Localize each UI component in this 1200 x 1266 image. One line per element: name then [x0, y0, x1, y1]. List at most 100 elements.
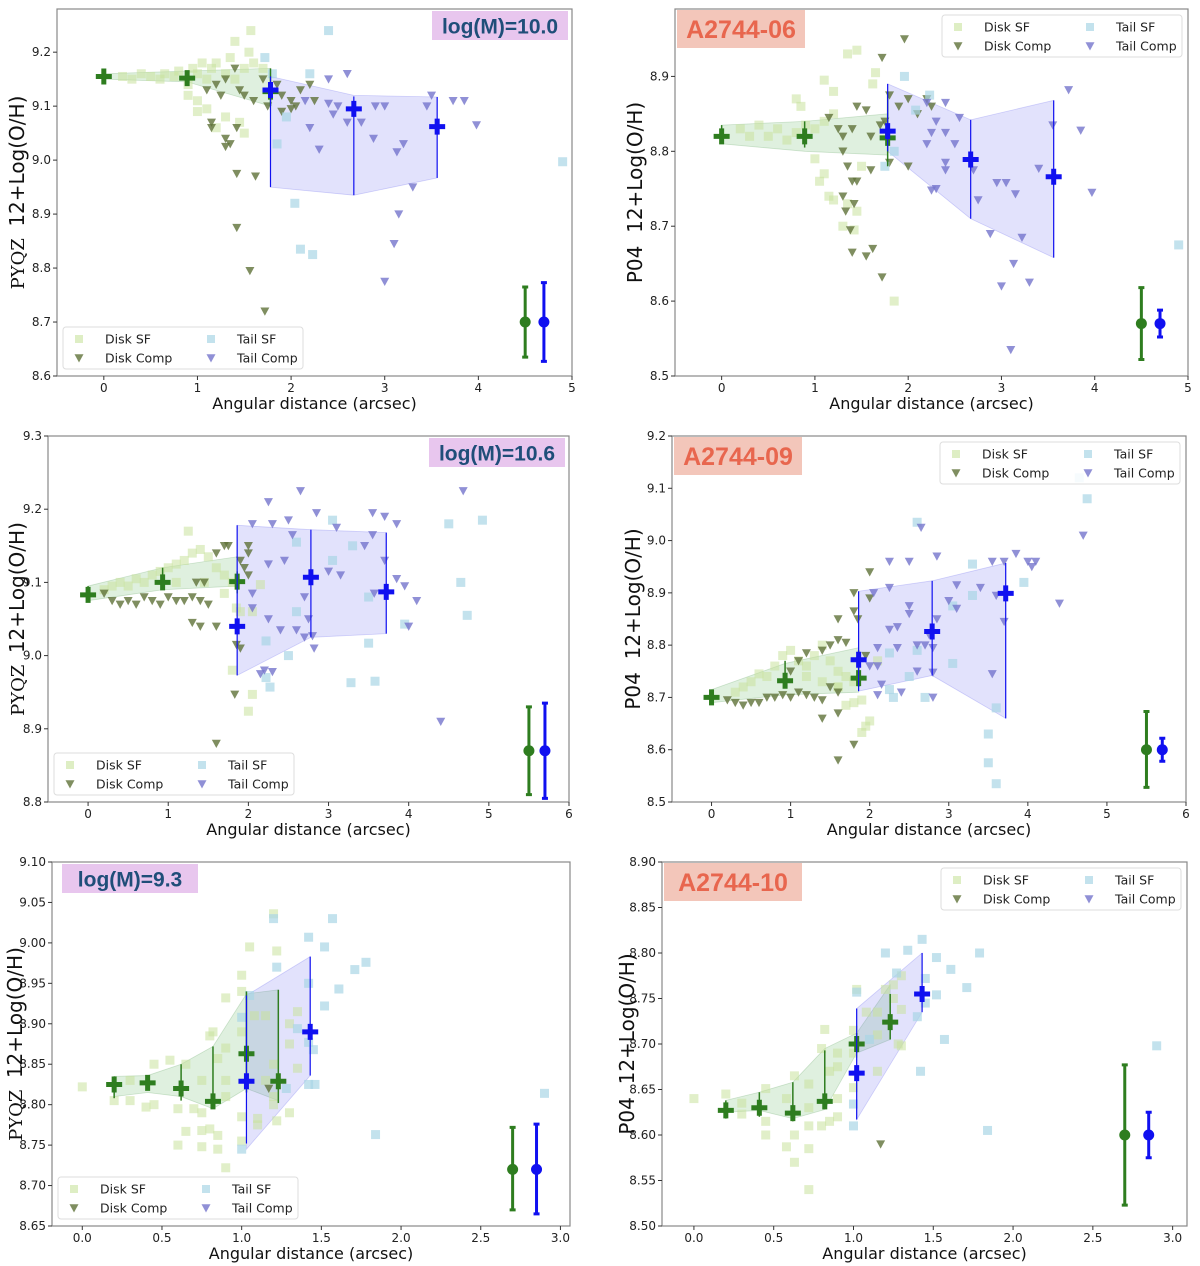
disk-sf-point — [230, 36, 240, 46]
legend-disk-comp-icon — [953, 42, 963, 51]
disk-sf-point — [211, 58, 221, 68]
disk-sf-point — [146, 71, 156, 81]
y-tick-label: 8.90 — [629, 855, 656, 869]
tail-bin-median — [345, 100, 362, 117]
tail-comp-point — [1064, 86, 1074, 95]
disk-bin-median — [154, 574, 171, 591]
tail-comp-point — [1076, 126, 1086, 135]
disk-comp-point — [770, 693, 780, 702]
tail-comp-point — [400, 582, 410, 591]
disk-comp-point — [211, 80, 221, 90]
disk-sf-point — [810, 154, 820, 164]
disk-comp-point — [232, 223, 242, 233]
tail-comp-point — [291, 626, 301, 635]
disk-sf-point — [269, 1092, 279, 1102]
disk-sf-point — [197, 1075, 207, 1085]
disk-bin-median — [173, 1080, 190, 1097]
tail-sf-point — [948, 658, 958, 668]
tail-comp-point — [404, 622, 414, 631]
x-tick-label: 3 — [945, 807, 953, 821]
y-tick-label: 8.75 — [629, 992, 656, 1006]
tail-sf-point — [920, 973, 930, 983]
tail-comp-point — [873, 691, 883, 700]
disk-sf-point — [888, 980, 898, 990]
x-axis-label: Angular distance (arcsec) — [206, 820, 410, 839]
tail-comp-point — [1001, 179, 1011, 188]
disk-comp-point — [847, 125, 857, 134]
disk-sf-point — [873, 656, 883, 666]
disk-comp-point — [841, 638, 851, 648]
disk-sf-point — [211, 563, 221, 573]
disk-sf-point — [833, 682, 843, 692]
disk-sf-point — [761, 1130, 771, 1140]
disk-comp-point — [754, 698, 764, 708]
disk-sf-point — [202, 104, 212, 114]
tail-sf-point — [328, 914, 338, 924]
tail-comp-point — [422, 102, 432, 111]
disk-sf-point — [221, 993, 231, 1003]
tail-sf-point — [346, 678, 356, 688]
disk-comp-point — [825, 641, 835, 650]
disk-comp-point — [746, 698, 756, 708]
tail-comp-point — [408, 183, 418, 192]
legend-disk-sf-icon — [70, 1185, 78, 1193]
tail-comp-point — [398, 140, 408, 149]
disk-sf-point — [761, 1116, 771, 1126]
y-axis-label: P04 12+Log(O/H) — [621, 528, 645, 709]
tail-comp-point — [309, 644, 319, 653]
disk-sf-point — [857, 695, 867, 705]
tail-typical-error-point — [539, 745, 551, 757]
tail-sf-point — [917, 934, 927, 944]
disk-comp-point — [230, 64, 240, 73]
y-axis-label-text: 12+Log(O/H) — [5, 96, 29, 227]
disk-sf-point — [211, 123, 221, 133]
disk-typical-error-point — [523, 745, 535, 757]
disk-sf-point — [817, 677, 827, 687]
disk-sf-point — [235, 117, 245, 127]
y-tick-label: 8.60 — [629, 1128, 656, 1142]
disk-sf-point — [817, 1044, 827, 1054]
disk-comp-point — [235, 86, 245, 95]
disk-sf-point — [258, 63, 268, 73]
disk-typical-error-point — [1140, 744, 1152, 756]
disk-comp-point — [801, 649, 811, 658]
tail-comp-point — [448, 97, 458, 106]
tail-comp-point — [927, 186, 936, 195]
tail-sf-point — [364, 638, 374, 648]
legend-disk-sf-icon — [952, 450, 960, 458]
tail-comp-point — [952, 604, 962, 614]
y-tick-label: 8.6 — [32, 369, 51, 383]
disk-comp-point — [223, 542, 233, 551]
disk-comp-point — [107, 596, 117, 606]
disk-comp-point — [264, 1084, 274, 1093]
tail-comp-point — [922, 140, 932, 149]
disk-sf-point — [169, 71, 179, 81]
disk-sf-point — [109, 1096, 119, 1106]
disk-sf-point — [829, 86, 839, 96]
disk-sf-point — [829, 109, 839, 119]
tail-comp-point — [324, 75, 334, 84]
disk-sf-point — [817, 1121, 827, 1131]
disk-comp-point — [258, 75, 268, 84]
disk-bin-median — [95, 68, 112, 85]
disk-comp-point — [191, 578, 201, 587]
tail-comp-point — [954, 113, 964, 123]
disk-sf-point — [237, 1027, 247, 1037]
tail-comp-point — [360, 542, 370, 551]
tail-comp-point — [932, 615, 942, 624]
axes-frame — [47, 435, 570, 803]
x-tick-label: 4 — [1024, 807, 1032, 821]
disk-sf-point — [202, 74, 212, 84]
y-tick-label: 8.5 — [650, 369, 669, 383]
disk-comp-point — [861, 252, 871, 261]
disk-sf-point — [781, 1142, 791, 1152]
y-axis-label-prefix: PYQZ — [6, 1078, 27, 1141]
disk-comp-point — [207, 123, 216, 133]
disk-sf-point — [754, 120, 764, 130]
y-tick-label: 9.2 — [23, 502, 42, 516]
disk-comp-point — [187, 593, 197, 602]
tail-sf-point — [269, 914, 279, 924]
x-tick-label: 1.5 — [924, 1231, 943, 1245]
x-tick-label: 5 — [485, 807, 493, 821]
y-tick-label: 8.55 — [629, 1174, 656, 1188]
